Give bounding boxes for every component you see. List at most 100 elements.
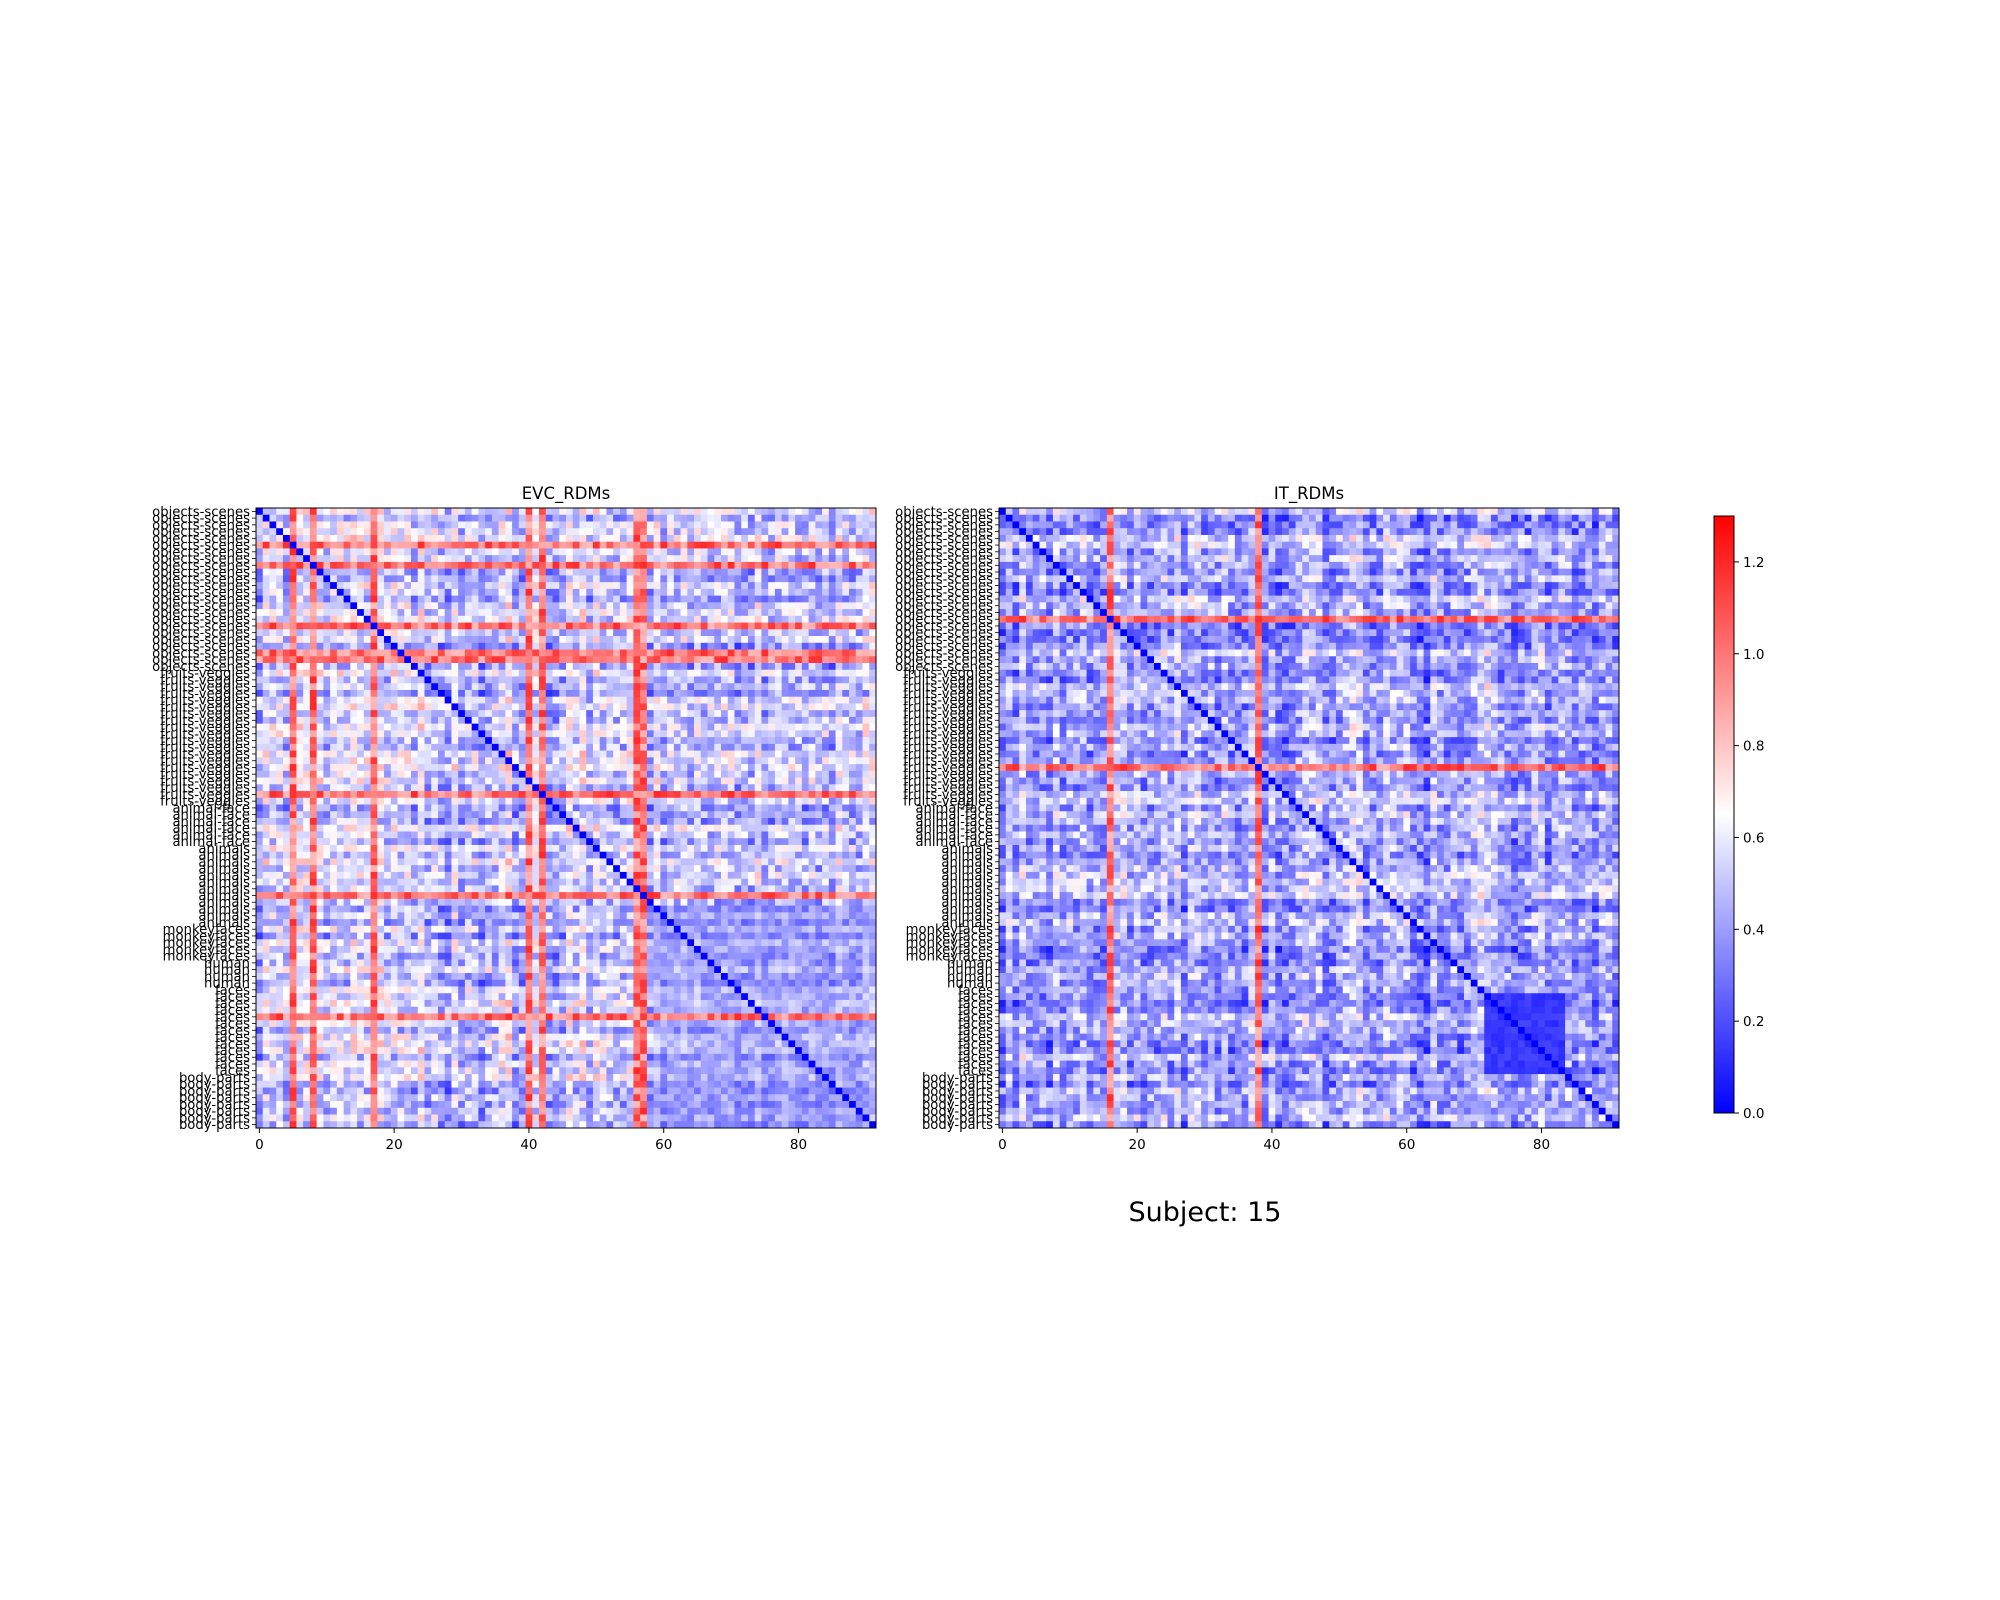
heatmap-cell — [599, 588, 607, 596]
heatmap-cell — [855, 521, 863, 529]
heatmap-cell — [512, 838, 520, 846]
heatmap-cell — [491, 541, 499, 549]
heatmap-cell — [768, 743, 776, 751]
heatmap-cell — [835, 676, 843, 684]
heatmap-cell — [741, 737, 749, 745]
heatmap-cell — [694, 514, 702, 522]
heatmap-cell — [424, 797, 432, 805]
heatmap-cell — [559, 797, 567, 805]
heatmap-cell — [774, 521, 782, 529]
heatmap-cell — [491, 534, 499, 543]
heatmap-cell — [377, 730, 385, 738]
heatmap-cell — [673, 629, 681, 637]
heatmap-cell — [343, 784, 351, 792]
heatmap-cell — [350, 703, 358, 711]
heatmap-cell — [754, 669, 762, 677]
heatmap-cell — [747, 582, 756, 590]
heatmap-cell — [849, 541, 857, 549]
heatmap-cell — [397, 689, 405, 698]
heatmap-cell — [774, 534, 782, 543]
heatmap-cell — [256, 797, 264, 805]
heatmap-cell — [754, 858, 762, 866]
heatmap-cell — [714, 602, 722, 610]
heatmap-cell — [586, 514, 594, 522]
heatmap-cell — [282, 797, 291, 805]
heatmap-cell — [545, 663, 553, 671]
heatmap-cell — [572, 757, 580, 765]
heatmap-cell — [478, 716, 486, 724]
heatmap-cell — [626, 703, 634, 711]
heatmap-cell — [330, 609, 338, 617]
heatmap-cell — [768, 750, 776, 758]
heatmap-cell — [673, 528, 681, 536]
heatmap-cell — [835, 689, 843, 698]
heatmap-cell — [269, 575, 277, 583]
heatmap-cell — [714, 844, 722, 853]
heatmap-cell — [498, 528, 506, 536]
heatmap-cell — [451, 555, 459, 563]
heatmap-cell — [363, 615, 371, 623]
heatmap-cell — [350, 831, 358, 839]
heatmap-cell — [262, 663, 270, 671]
heatmap-cell — [377, 588, 385, 596]
heatmap-cell — [485, 534, 493, 543]
heatmap-cell — [262, 757, 270, 765]
heatmap-cell — [491, 710, 499, 718]
heatmap-cell — [640, 703, 648, 711]
heatmap-cell — [808, 703, 816, 711]
heatmap-cell — [397, 710, 405, 718]
heatmap-cell — [424, 595, 432, 603]
heatmap-cell — [768, 534, 776, 543]
heatmap-cell — [774, 831, 782, 839]
heatmap-cell — [363, 737, 371, 745]
heatmap-cell — [619, 791, 627, 799]
heatmap-cell — [613, 575, 621, 583]
heatmap-cell — [417, 716, 425, 724]
heatmap-cell — [289, 534, 297, 543]
heatmap-cell — [357, 777, 365, 785]
heatmap-cell — [464, 669, 472, 677]
heatmap-cell — [289, 636, 297, 644]
heatmap-cell — [518, 534, 526, 543]
heatmap-cell — [667, 629, 675, 637]
heatmap-cell — [256, 851, 264, 859]
heatmap-cell — [579, 696, 587, 704]
heatmap-cell — [478, 784, 486, 792]
heatmap-cell — [801, 797, 809, 805]
heatmap-cell — [646, 770, 654, 778]
heatmap-cell — [336, 818, 344, 826]
heatmap-cell — [741, 548, 749, 556]
heatmap-cell — [727, 696, 735, 704]
heatmap-cell — [505, 568, 513, 576]
heatmap-cell — [801, 615, 809, 623]
heatmap-cell — [370, 723, 378, 731]
heatmap-cell — [700, 534, 708, 543]
heatmap-cell — [411, 703, 419, 711]
heatmap-cell — [828, 676, 836, 684]
heatmap-cell — [478, 730, 486, 738]
heatmap-cell — [512, 663, 520, 671]
heatmap-cell — [276, 629, 284, 637]
heatmap-cell — [451, 582, 459, 590]
heatmap-cell — [343, 514, 351, 522]
heatmap-cell — [444, 568, 452, 576]
heatmap-cell — [336, 588, 344, 596]
heatmap-cell — [680, 743, 688, 751]
heatmap-cell — [491, 723, 499, 731]
heatmap-cell — [478, 649, 486, 657]
heatmap-cell — [512, 770, 520, 778]
heatmap-cell — [485, 508, 493, 516]
heatmap-cell — [276, 568, 284, 576]
heatmap-cell — [417, 656, 425, 664]
heatmap-cell — [431, 871, 439, 879]
heatmap-cell — [498, 663, 506, 671]
heatmap-cell — [269, 865, 277, 873]
heatmap-cell — [289, 696, 297, 704]
heatmap-cell — [256, 575, 264, 583]
heatmap-cell — [424, 703, 432, 711]
heatmap-cell — [357, 784, 365, 792]
heatmap-cell — [586, 656, 594, 664]
heatmap-cell — [747, 797, 756, 805]
heatmap-cell — [586, 851, 594, 859]
heatmap-cell — [680, 865, 688, 873]
